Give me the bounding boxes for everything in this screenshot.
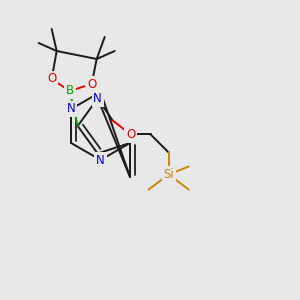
Text: N: N [93,92,102,105]
Text: O: O [126,128,135,141]
Text: B: B [66,85,74,98]
Text: Si: Si [163,168,174,181]
Text: N: N [96,154,105,166]
Text: O: O [47,73,56,85]
Text: O: O [87,77,96,91]
Text: N: N [67,103,76,116]
